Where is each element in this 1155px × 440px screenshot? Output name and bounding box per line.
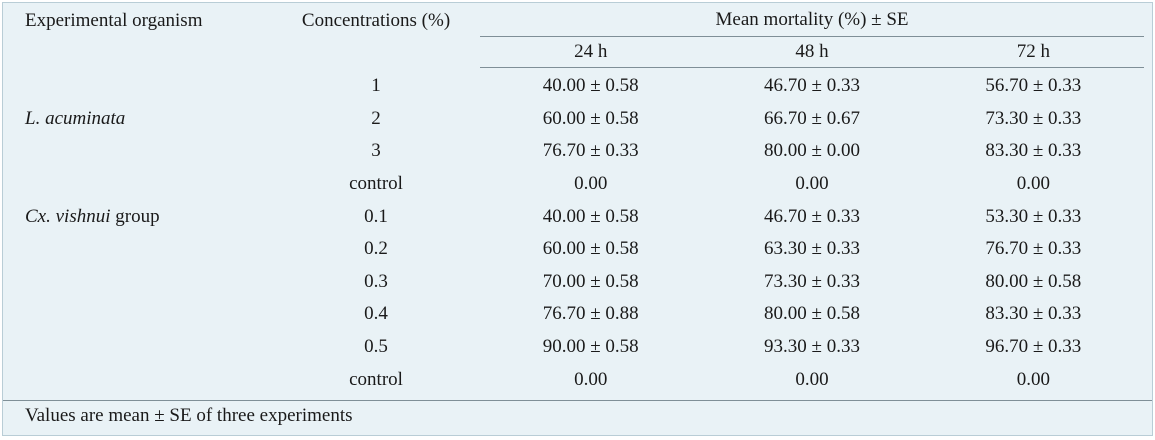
mortality-48h-cell: 46.70 ± 0.33 [764, 205, 860, 227]
organism-cell [9, 233, 272, 266]
table-row: L. acuminata 2 60.00 ± 0.58 66.70 ± 0.67 73.… [9, 103, 1144, 136]
concentration-cell: 0.2 [364, 238, 388, 260]
mortality-24h-cell: 76.70 ± 0.88 [542, 303, 639, 325]
organism-name: Cx. vishnui [25, 205, 111, 227]
organism-cell: Cx. vishnui group [9, 200, 272, 233]
mortality-48h-cell: 66.70 ± 0.67 [764, 107, 860, 129]
concentration-cell: control [349, 173, 403, 195]
organism-name: L. acuminata [25, 107, 126, 129]
concentration-cell: 2 [371, 107, 381, 129]
concentration-cell: control [349, 368, 403, 390]
concentration-cell: 0.5 [364, 336, 388, 358]
mortality-48h-cell: 80.00 ± 0.58 [764, 303, 860, 325]
table-row: Cx. vishnui group 0.1 40.00 ± 0.58 46.70 ± … [9, 200, 1144, 233]
mortality-24h-cell: 76.70 ± 0.33 [542, 140, 639, 162]
mortality-48h-cell: 93.30 ± 0.33 [764, 336, 860, 358]
table-body: 1 40.00 ± 0.58 46.70 ± 0.33 56.70 ± 0.33 L. … [9, 68, 1144, 396]
mortality-24h-cell: 40.00 ± 0.58 [542, 75, 639, 97]
mortality-72h-cell: 76.70 ± 0.33 [985, 238, 1082, 260]
mortality-48h-cell: 46.70 ± 0.33 [764, 75, 860, 97]
header-concentration: Concentrations (%) [301, 10, 451, 31]
footnote: Values are mean ± SE of three experiment… [3, 400, 1152, 435]
table-row: 3 76.70 ± 0.33 80.00 ± 0.00 83.30 ± 0.33 [9, 135, 1144, 168]
header-row-1: Experimental organism Concentrations (%)… [9, 3, 1144, 37]
mortality-72h-cell: 96.70 ± 0.33 [985, 336, 1082, 358]
organism-cell [9, 266, 272, 299]
organism-cell [9, 298, 272, 331]
organism-cell [9, 363, 272, 396]
table-row: 0.4 76.70 ± 0.88 80.00 ± 0.58 83.30 ± 0.33 [9, 298, 1144, 331]
table-row: control 0.00 0.00 0.00 [9, 168, 1144, 201]
mortality-48h-cell: 73.30 ± 0.33 [764, 270, 860, 292]
header-mean-mortality: Mean mortality (%) ± SE [480, 3, 1144, 37]
organism-cell [9, 331, 272, 364]
table-row: 0.2 60.00 ± 0.58 63.30 ± 0.33 76.70 ± 0.33 [9, 233, 1144, 266]
organism-cell: L. acuminata [9, 103, 272, 136]
table-row: control 0.00 0.00 0.00 [9, 363, 1144, 396]
concentration-cell: 1 [371, 75, 381, 97]
header-time-48h: 48 h [701, 36, 923, 68]
mortality-48h-cell: 0.00 [795, 368, 829, 390]
mortality-24h-cell: 90.00 ± 0.58 [542, 336, 639, 358]
mortality-72h-cell: 83.30 ± 0.33 [985, 303, 1082, 325]
organism-cell [9, 168, 272, 201]
mortality-72h-cell: 80.00 ± 0.58 [985, 270, 1082, 292]
header-organism: Experimental organism [25, 10, 203, 31]
organism-cell [9, 135, 272, 168]
mortality-24h-cell: 60.00 ± 0.58 [542, 107, 639, 129]
header-time-72h: 72 h [922, 36, 1144, 68]
concentration-cell: 3 [371, 140, 381, 162]
header-time-24h: 24 h [480, 36, 702, 68]
mortality-72h-cell: 0.00 [1016, 173, 1050, 195]
organism-name-suffix: group [110, 205, 160, 227]
mortality-48h-cell: 80.00 ± 0.00 [764, 140, 860, 162]
mortality-24h-cell: 0.00 [574, 173, 608, 195]
mortality-48h-cell: 63.30 ± 0.33 [764, 238, 860, 260]
mortality-48h-cell: 0.00 [795, 173, 829, 195]
organism-cell [9, 68, 272, 103]
mortality-24h-cell: 70.00 ± 0.58 [542, 270, 639, 292]
mortality-72h-cell: 53.30 ± 0.33 [985, 205, 1082, 227]
mortality-24h-cell: 0.00 [574, 368, 608, 390]
mortality-24h-cell: 60.00 ± 0.58 [542, 238, 639, 260]
concentration-cell: 0.3 [364, 270, 388, 292]
mortality-72h-cell: 73.30 ± 0.33 [985, 107, 1082, 129]
table-row: 0.5 90.00 ± 0.58 93.30 ± 0.33 96.70 ± 0.33 [9, 331, 1144, 364]
concentration-cell: 0.1 [364, 205, 388, 227]
mortality-72h-cell: 0.00 [1016, 368, 1050, 390]
table-row: 0.3 70.00 ± 0.58 73.30 ± 0.33 80.00 ± 0.58 [9, 266, 1144, 299]
mortality-table: Experimental organism Concentrations (%)… [9, 3, 1144, 396]
mortality-72h-cell: 83.30 ± 0.33 [985, 140, 1082, 162]
mortality-72h-cell: 56.70 ± 0.33 [985, 75, 1082, 97]
table-row: 1 40.00 ± 0.58 46.70 ± 0.33 56.70 ± 0.33 [9, 68, 1144, 103]
concentration-cell: 0.4 [364, 303, 388, 325]
header-row-2: 24 h 48 h 72 h [9, 36, 1144, 68]
mortality-24h-cell: 40.00 ± 0.58 [542, 205, 639, 227]
